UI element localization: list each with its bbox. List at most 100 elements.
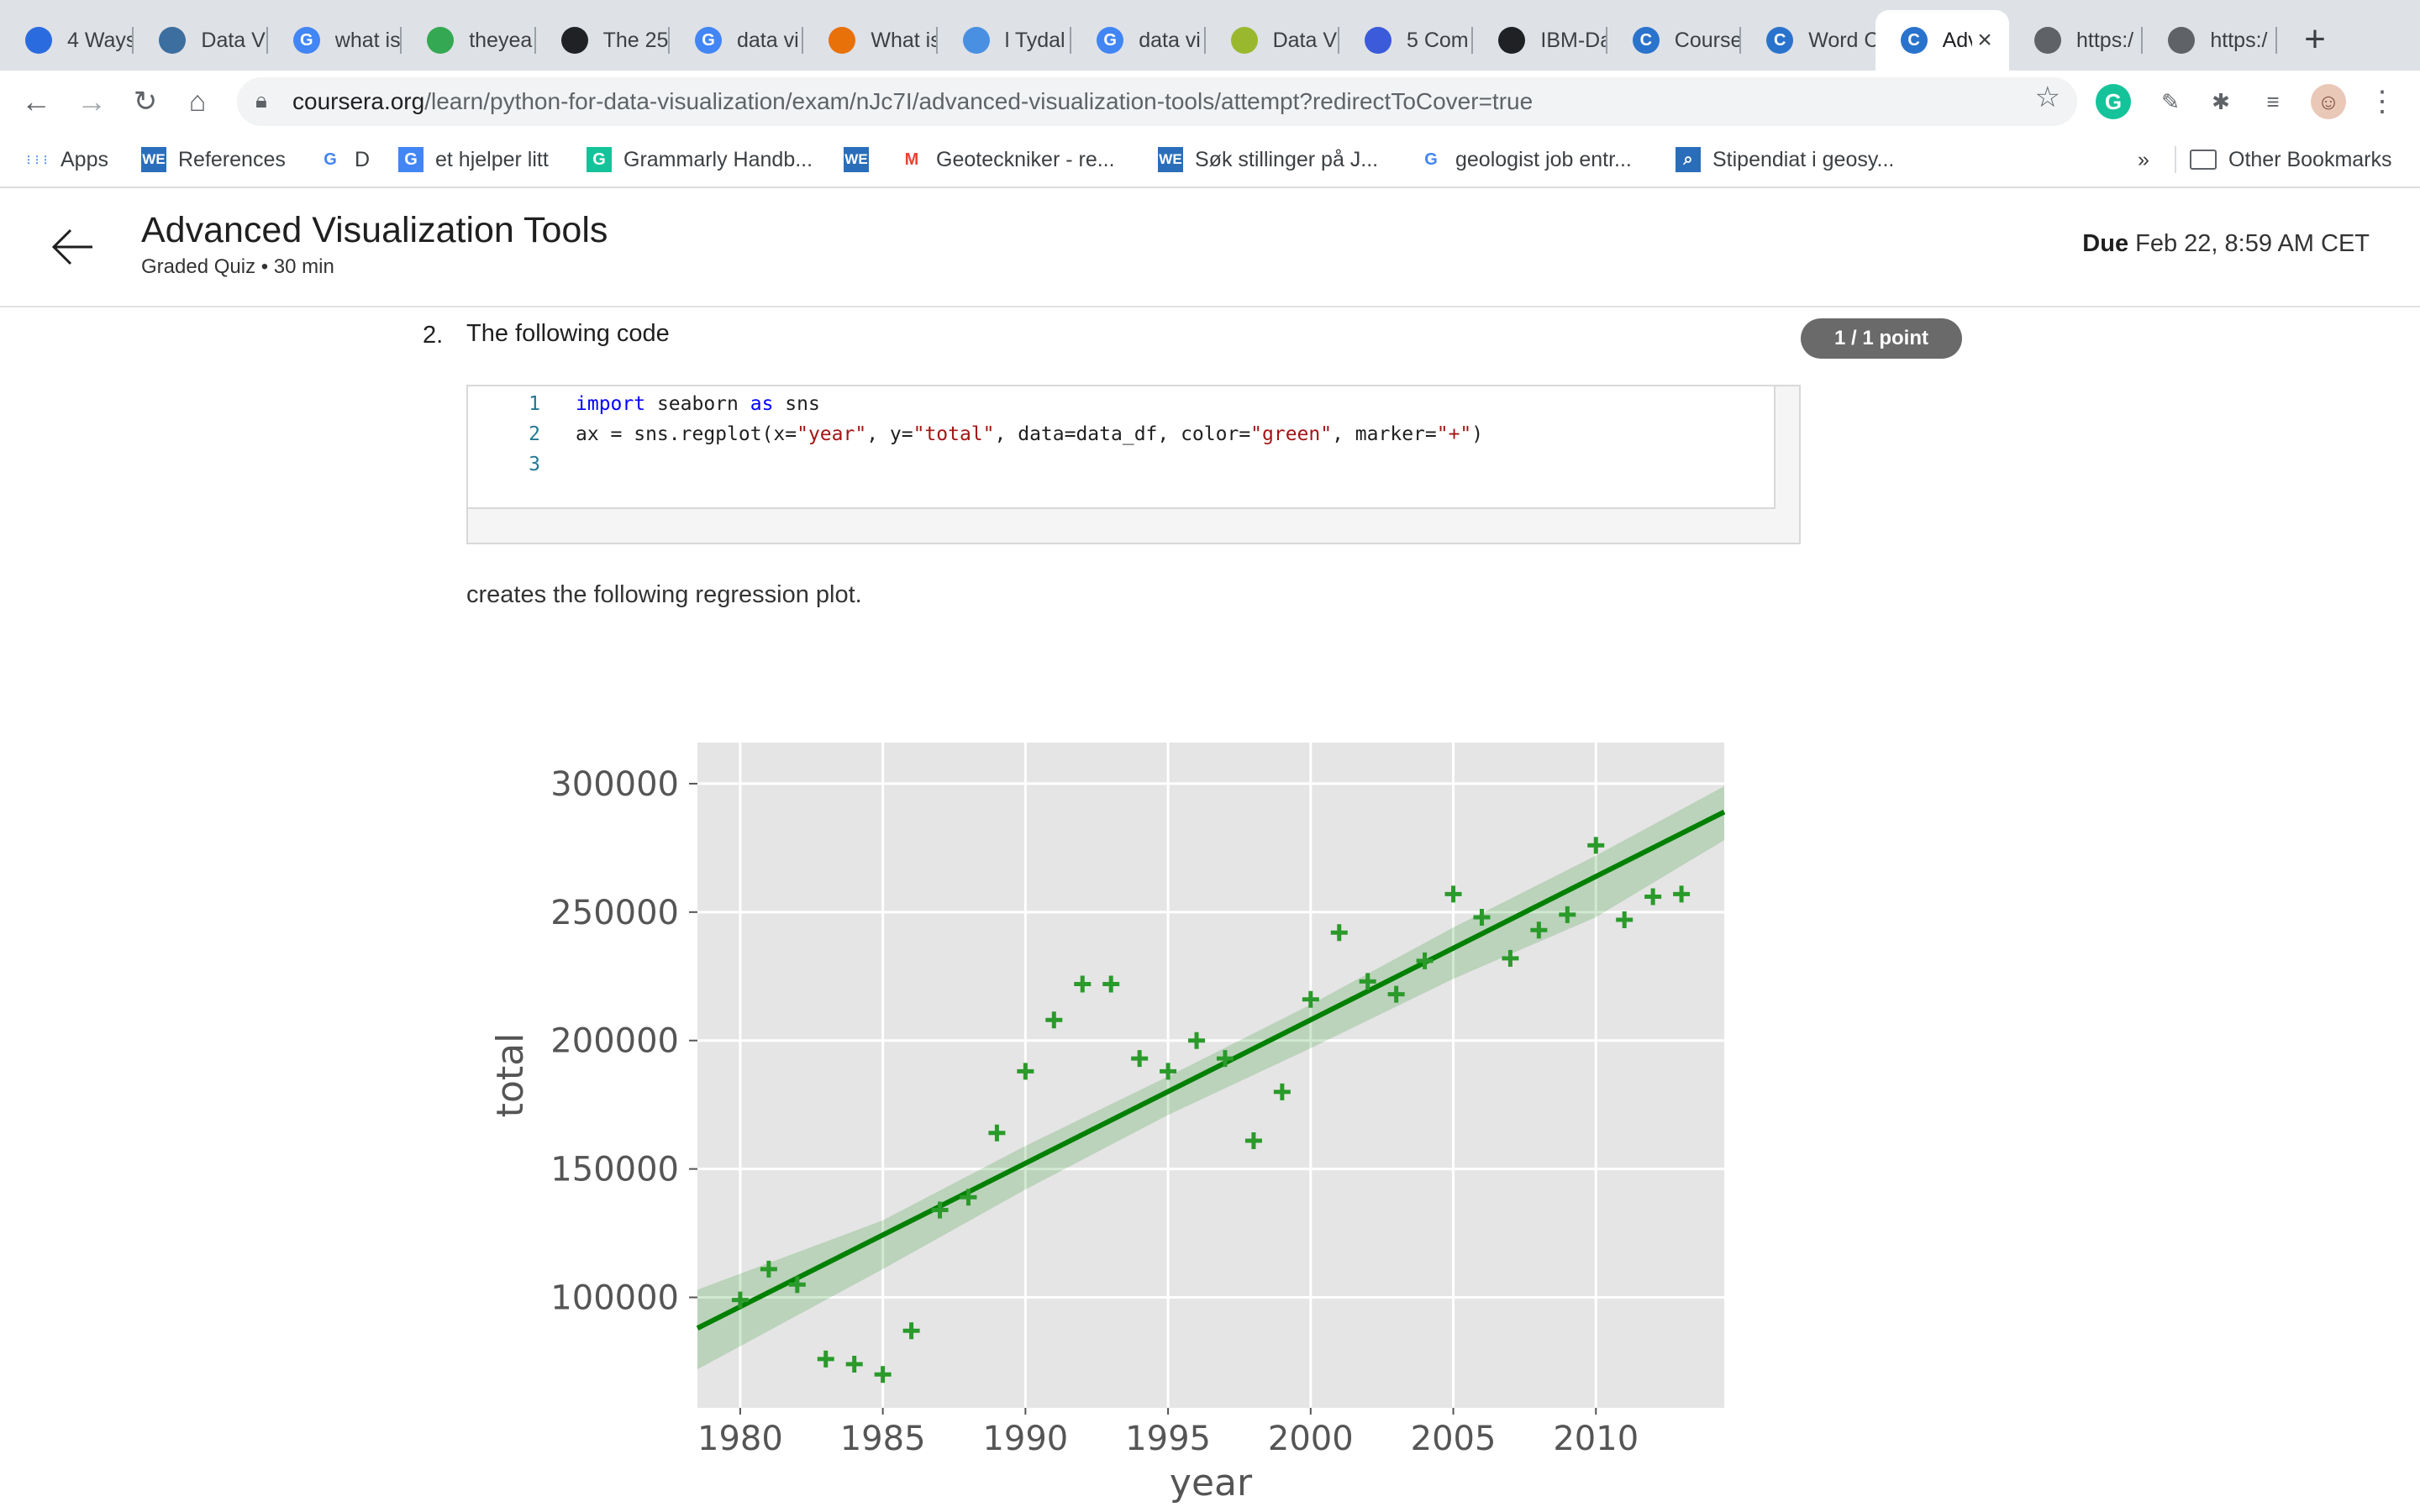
x-tick-label: 1990 bbox=[982, 1420, 1068, 1458]
browser-tab[interactable]: 4 Ways bbox=[0, 10, 134, 71]
code-keyword: import bbox=[576, 393, 646, 415]
code-line[interactable]: import seaborn as sns bbox=[576, 393, 820, 415]
confidence-band bbox=[697, 785, 1724, 1370]
reading-list-icon[interactable]: ≡ bbox=[2266, 89, 2280, 114]
y-tick-label: 100000 bbox=[550, 1279, 679, 1318]
url-text[interactable]: coursera.org/learn/python-for-data-visua… bbox=[292, 77, 1533, 126]
we-icon: WE bbox=[141, 147, 166, 172]
browser-tab[interactable]: https:/ bbox=[2009, 10, 2144, 71]
bookmark-item[interactable]: ⋮⋮⋮ Apps bbox=[24, 133, 108, 186]
other-bookmarks-button[interactable]: Other Bookmarks bbox=[2190, 133, 2392, 186]
home-icon[interactable]: ⌂ bbox=[188, 86, 207, 118]
tab-separator bbox=[132, 27, 134, 54]
browser-tab[interactable]: What is bbox=[803, 10, 938, 71]
bookmark-label: Grammarly Handb... bbox=[623, 147, 813, 171]
bookmark-item[interactable]: WE bbox=[844, 133, 881, 186]
data-point bbox=[988, 1124, 1006, 1142]
due-label: Due bbox=[2082, 230, 2129, 257]
browser-tab[interactable]: Data Vi bbox=[134, 10, 268, 71]
bookmarks-overflow-button[interactable]: » bbox=[2138, 147, 2149, 171]
code-line-number: 3 bbox=[529, 454, 540, 475]
x-axis-label: year bbox=[1170, 1462, 1253, 1504]
bookmark-item[interactable]: M Geoteckniker - re... bbox=[899, 133, 1115, 186]
x-tick-label: 1980 bbox=[697, 1420, 783, 1458]
code-keyword: as bbox=[750, 393, 774, 415]
tab-separator bbox=[667, 27, 670, 54]
grammarly-extension-icon[interactable]: G bbox=[2096, 84, 2131, 119]
data-point bbox=[931, 1201, 949, 1219]
bookmark-label: Geoteckniker - re... bbox=[936, 147, 1115, 171]
bookmarks-divider bbox=[2175, 146, 2176, 173]
tab-label: https:/ bbox=[2210, 28, 2268, 52]
dashboard-icon bbox=[560, 27, 588, 54]
bookmark-item[interactable]: ⌕ Stipendiat i geosy... bbox=[1676, 133, 1894, 186]
reload-icon[interactable]: ↻ bbox=[133, 86, 158, 118]
tab-separator bbox=[1605, 27, 1607, 54]
eyedropper-extension-icon[interactable]: ✎ bbox=[2161, 89, 2180, 114]
browser-tab[interactable]: IBM-Da bbox=[1473, 10, 1607, 71]
tab-label: Data Vi bbox=[201, 28, 268, 52]
address-bar[interactable]: 🔒︎ coursera.org/learn/python-for-data-vi… bbox=[237, 77, 2077, 126]
back-icon[interactable]: ← bbox=[21, 84, 51, 118]
data-point bbox=[1587, 837, 1605, 854]
tab-separator bbox=[2275, 27, 2277, 54]
lock-icon[interactable]: 🔒︎ bbox=[255, 87, 267, 113]
data-point bbox=[874, 1366, 892, 1383]
blue-feather-icon bbox=[25, 27, 52, 54]
tab-label: IBM-Da bbox=[1540, 28, 1607, 52]
browser-tab[interactable]: Data V bbox=[1206, 10, 1339, 71]
search-box-icon: ⌕ bbox=[1676, 147, 1701, 172]
google-icon: G bbox=[1097, 27, 1124, 54]
browser-tab[interactable]: The 25 bbox=[536, 10, 670, 71]
extensions-puzzle-icon[interactable]: ✱ bbox=[2212, 89, 2230, 114]
bookmark-label: Søk stillinger på J... bbox=[1195, 147, 1379, 171]
browser-toolbar: ← → ↻ ⌂ 🔒︎ coursera.org/learn/python-for… bbox=[0, 71, 2420, 133]
data-point bbox=[1387, 985, 1405, 1003]
browser-tab[interactable]: https:/ bbox=[2143, 10, 2277, 71]
data-point bbox=[960, 1189, 977, 1206]
bookmark-item[interactable]: WE Søk stillinger på J... bbox=[1158, 133, 1378, 186]
nrk-icon bbox=[962, 27, 990, 54]
browser-tab[interactable]: 5 Com bbox=[1339, 10, 1474, 71]
tab-separator bbox=[1337, 27, 1339, 54]
regression-line bbox=[696, 809, 1726, 1331]
tab-label: theyea bbox=[469, 28, 533, 52]
cube-icon bbox=[427, 27, 455, 54]
globe-icon bbox=[159, 27, 187, 54]
google-icon: G bbox=[292, 27, 320, 54]
browser-tab[interactable]: theyea bbox=[402, 10, 536, 71]
bookmark-item[interactable]: G Grammarly Handb... bbox=[587, 133, 813, 186]
data-point bbox=[1359, 973, 1376, 990]
close-tab-icon[interactable]: × bbox=[1977, 26, 1992, 54]
forward-icon[interactable]: → bbox=[76, 84, 107, 118]
data-point bbox=[1330, 924, 1348, 942]
profile-avatar-icon[interactable]: ☺ bbox=[2311, 84, 2346, 119]
bookmark-item[interactable]: WE References bbox=[141, 133, 286, 186]
data-point bbox=[1160, 1063, 1177, 1080]
browser-tab[interactable]: C Course bbox=[1607, 10, 1742, 71]
bookmark-label: geologist job entr... bbox=[1455, 147, 1632, 171]
menu-kebab-icon[interactable]: ⋮ bbox=[2368, 86, 2396, 118]
back-arrow-icon[interactable] bbox=[47, 222, 97, 272]
data-point bbox=[731, 1291, 749, 1309]
url-host: coursera.org bbox=[292, 88, 425, 114]
coursera-icon: C bbox=[1900, 27, 1928, 54]
x-tick-label: 2010 bbox=[1553, 1420, 1639, 1458]
tab-label: data vi bbox=[1139, 28, 1201, 52]
browser-tab[interactable]: l Tydal bbox=[938, 10, 1072, 71]
browser-tab[interactable]: C Adv× bbox=[1875, 10, 2009, 71]
code-line[interactable]: ax = sns.regplot(x="year", y="total", da… bbox=[576, 423, 1483, 445]
translate-icon: G bbox=[398, 147, 424, 172]
bookmark-star-icon[interactable]: ☆ bbox=[2034, 81, 2060, 113]
data-point bbox=[902, 1322, 920, 1340]
browser-tab[interactable]: C Word C bbox=[1741, 10, 1876, 71]
new-tab-button[interactable]: + bbox=[2304, 18, 2326, 60]
code-text: sns bbox=[773, 393, 820, 415]
